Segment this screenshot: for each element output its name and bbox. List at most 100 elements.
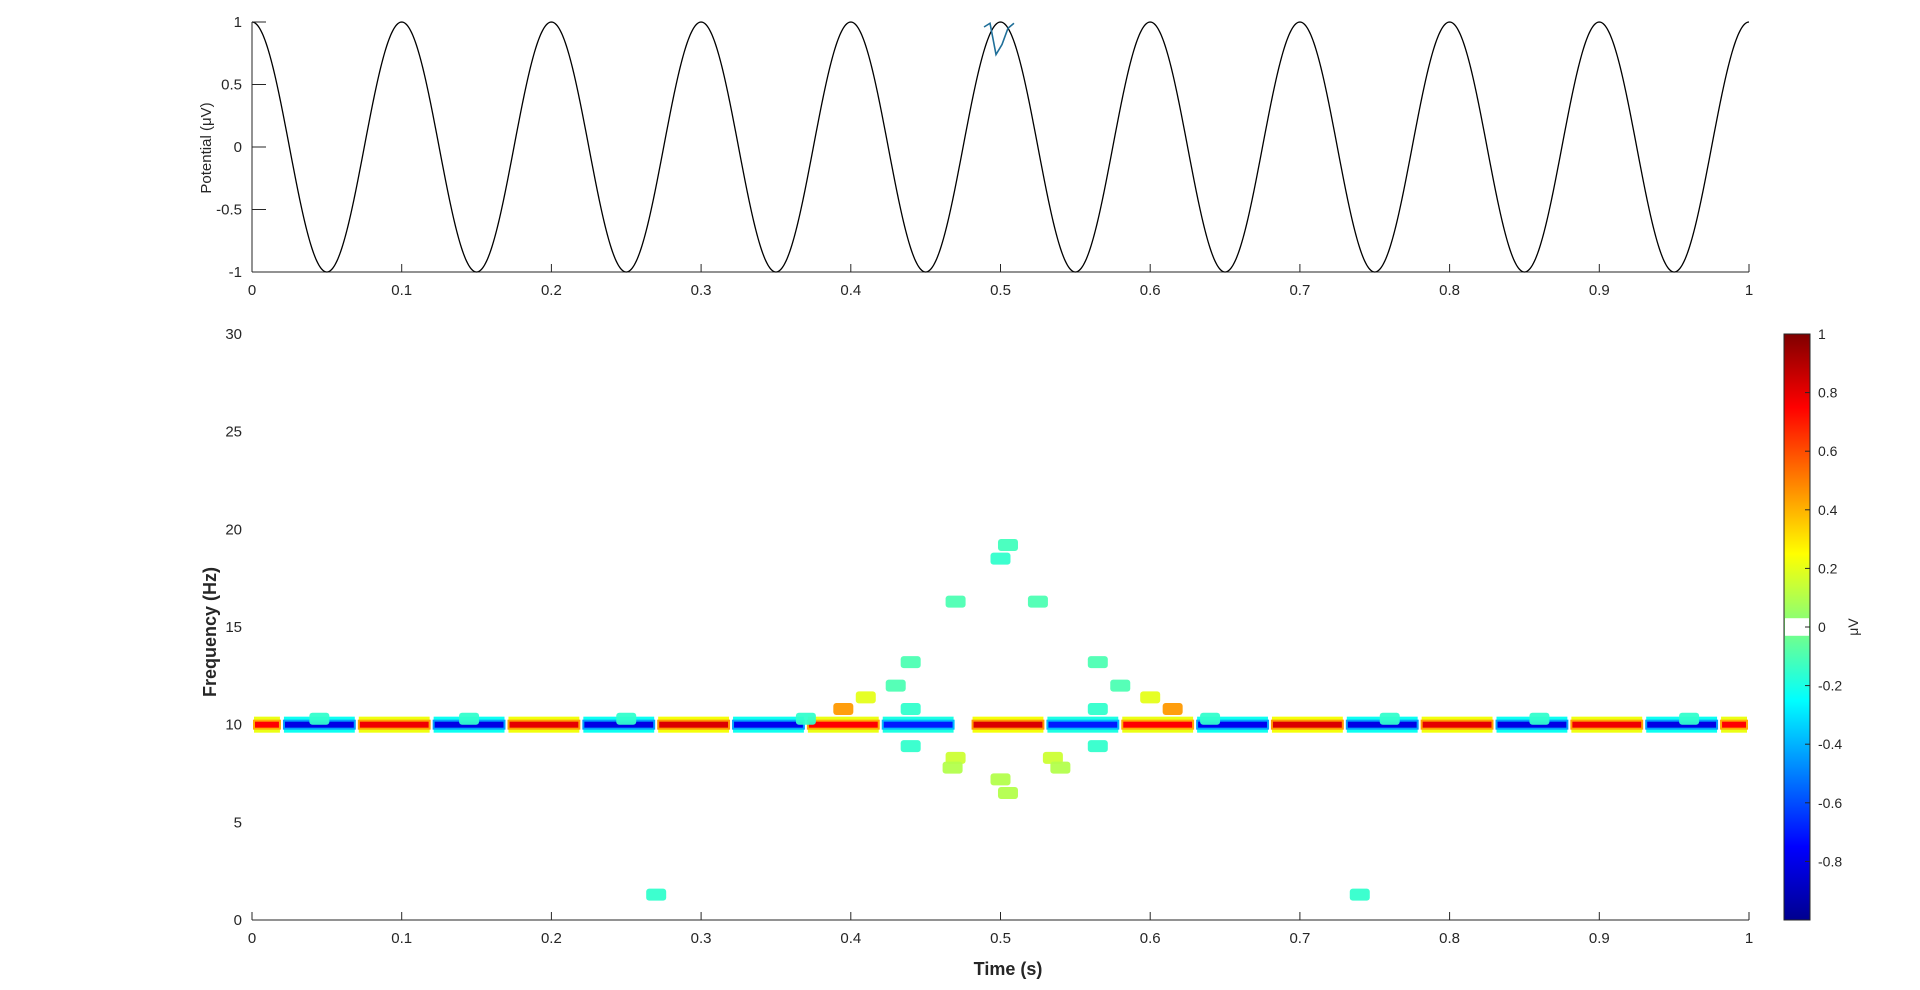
tf-band-core <box>1722 721 1746 728</box>
waveform-y-tick-label: 0.5 <box>221 77 242 94</box>
tf-x-tick-label: 0.6 <box>1140 930 1161 947</box>
waveform-x-tick-label: 0.1 <box>391 282 412 299</box>
waveform-x-tick-label: 0 <box>248 282 256 299</box>
tf-band-core <box>1123 721 1193 728</box>
tf-patch <box>309 712 330 725</box>
tf-y-tick-label: 25 <box>225 424 242 441</box>
tf-patch <box>1110 679 1131 692</box>
tf-x-tick-label: 0.5 <box>990 930 1011 947</box>
colorbar-tick-label: 0.4 <box>1818 502 1838 518</box>
waveform-x-tick-label: 0.9 <box>1589 282 1610 299</box>
tf-x-label: Time (s) <box>974 959 1043 979</box>
tf-x-tick-label: 0.3 <box>691 930 712 947</box>
tf-x-tick-label: 0.2 <box>541 930 562 947</box>
colorbar-ticks: -0.8 -0.6 -0.4 -0.2 0 0.2 0.4 0.6 0.8 1 <box>1805 326 1842 869</box>
waveform-y-ticks: -1 -0.5 0 0.5 1 <box>216 14 266 281</box>
colorbar-tick-label: 0.2 <box>1818 560 1838 576</box>
tf-patch <box>1162 703 1183 716</box>
tf-plot: 0 0.1 0.2 0.3 0.4 0.5 0.6 0.7 0.8 0.9 1 0 5 10 15 20 25… <box>200 326 1753 979</box>
waveform-transient <box>983 21 1015 57</box>
tf-band-core <box>1198 721 1267 728</box>
waveform-x-tick-label: 1 <box>1745 282 1753 299</box>
tf-band-core <box>808 721 878 728</box>
tf-patch <box>616 712 637 725</box>
waveform-x-tick-label: 0.4 <box>840 282 861 299</box>
tf-patch <box>1050 761 1071 774</box>
tf-patch <box>795 712 816 725</box>
tf-patch <box>646 888 667 901</box>
waveform-y-tick-label: -0.5 <box>216 202 242 219</box>
tf-band-core <box>509 721 579 728</box>
waveform-x-tick-label: 0.6 <box>1140 282 1161 299</box>
tf-patch <box>1200 712 1221 725</box>
colorbar: -0.8 -0.6 -0.4 -0.2 0 0.2 0.4 0.6 0.8 1 μV <box>1783 326 1861 921</box>
waveform-y-tick-label: -1 <box>229 264 242 281</box>
tf-x-tick-label: 0 <box>248 930 256 947</box>
waveform-y-tick-label: 1 <box>234 14 242 31</box>
tf-band-core <box>659 721 729 728</box>
tf-patch <box>833 703 854 716</box>
waveform-y-tick-label: 0 <box>234 139 242 156</box>
tf-map <box>253 538 1748 901</box>
colorbar-tick-label: 0.6 <box>1818 443 1838 459</box>
tf-patch <box>459 712 480 725</box>
tf-patch <box>1349 888 1370 901</box>
waveform-x-tick-label: 0.8 <box>1439 282 1460 299</box>
waveform-x-tick-label: 0.3 <box>691 282 712 299</box>
tf-x-tick-label: 0.7 <box>1289 930 1310 947</box>
colorbar-tick-label: -0.8 <box>1818 853 1842 869</box>
waveform-axes <box>251 22 1749 273</box>
tf-x-tick-label: 0.4 <box>840 930 861 947</box>
tf-y-tick-label: 10 <box>225 717 242 734</box>
tf-y-tick-label: 20 <box>225 521 242 538</box>
tf-x-tick-label: 1 <box>1745 930 1753 947</box>
colorbar-blank-band <box>1785 618 1809 636</box>
tf-patch <box>855 691 876 704</box>
tf-patch <box>1379 712 1400 725</box>
tf-patch <box>900 740 921 753</box>
tf-band-core <box>1272 721 1342 728</box>
tf-patch <box>1529 712 1550 725</box>
tf-band-core <box>1048 721 1118 728</box>
tf-patch <box>1679 712 1700 725</box>
tf-band-core <box>973 721 1043 728</box>
tf-patch <box>1087 740 1108 753</box>
tf-y-label: Frequency (Hz) <box>200 567 220 697</box>
waveform-x-tick-label: 0.2 <box>541 282 562 299</box>
tf-patch <box>1087 656 1108 669</box>
tf-x-ticks: 0 0.1 0.2 0.3 0.4 0.5 0.6 0.7 0.8 0.9 1 <box>248 912 1753 947</box>
tf-y-tick-label: 15 <box>225 619 242 636</box>
tf-band-core <box>1422 721 1492 728</box>
tf-patch <box>1042 751 1063 764</box>
tf-patch <box>990 552 1011 565</box>
tf-band-core <box>883 721 953 728</box>
tf-patch <box>900 703 921 716</box>
tf-x-tick-label: 0.1 <box>391 930 412 947</box>
tf-patch <box>997 538 1018 551</box>
tf-band-core <box>255 721 279 728</box>
tf-y-ticks: 0 5 10 15 20 25 30 <box>225 326 242 929</box>
tf-patch <box>1087 703 1108 716</box>
tf-y-tick-label: 5 <box>234 814 242 831</box>
tf-patch <box>885 679 906 692</box>
waveform-x-ticks: 0 0.1 0.2 0.3 0.4 0.5 0.6 0.7 0.8 0.9 1 <box>248 264 1753 299</box>
colorbar-tick-label: -0.2 <box>1818 678 1842 694</box>
colorbar-tick-label: -0.6 <box>1818 795 1842 811</box>
tf-patch <box>997 787 1018 800</box>
waveform-y-label: Potential (μV) <box>198 102 215 193</box>
waveform-plot: 0 0.1 0.2 0.3 0.4 0.5 0.6 0.7 0.8 0.9 1 -1 -0.5 0 0.5… <box>198 14 1753 299</box>
tf-x-tick-label: 0.8 <box>1439 930 1460 947</box>
tf-patch <box>1027 595 1048 608</box>
colorbar-tick-label: 0.8 <box>1818 385 1838 401</box>
tf-band-core <box>359 721 429 728</box>
colorbar-tick-label: -0.4 <box>1818 736 1842 752</box>
waveform-x-tick-label: 0.7 <box>1289 282 1310 299</box>
waveform-x-tick-label: 0.5 <box>990 282 1011 299</box>
tf-patch <box>945 595 966 608</box>
colorbar-tick-label: 1 <box>1818 326 1826 342</box>
tf-patch <box>945 751 966 764</box>
tf-patch <box>942 761 963 774</box>
tf-x-tick-label: 0.9 <box>1589 930 1610 947</box>
tf-patch <box>990 773 1011 786</box>
